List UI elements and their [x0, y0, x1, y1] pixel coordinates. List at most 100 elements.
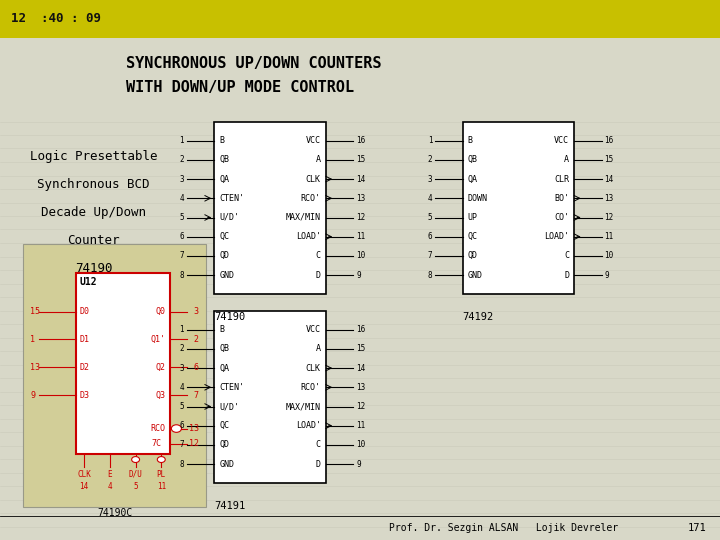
Text: RCO': RCO' — [301, 194, 321, 203]
Text: CLK: CLK — [77, 470, 91, 479]
Text: 74191: 74191 — [215, 501, 246, 511]
Text: 3: 3 — [179, 363, 184, 373]
Text: QD: QD — [220, 252, 229, 260]
Text: MAX/MIN: MAX/MIN — [286, 402, 321, 411]
Text: 11: 11 — [605, 232, 613, 241]
Text: U/D': U/D' — [220, 213, 239, 222]
Text: 4: 4 — [179, 383, 184, 392]
Text: D: D — [564, 271, 569, 280]
Text: 10: 10 — [605, 252, 613, 260]
Text: VCC: VCC — [554, 136, 569, 145]
Text: QB: QB — [220, 156, 229, 164]
Text: 11: 11 — [356, 232, 365, 241]
Text: DOWN: DOWN — [468, 194, 487, 203]
Circle shape — [132, 457, 140, 462]
Text: QB: QB — [468, 156, 477, 164]
Text: 5: 5 — [179, 213, 184, 222]
Bar — [23, 244, 206, 507]
Text: 3: 3 — [194, 307, 199, 316]
Text: Synchronous BCD: Synchronous BCD — [37, 178, 150, 191]
Text: 6: 6 — [194, 363, 199, 372]
Circle shape — [171, 425, 181, 433]
Text: 2: 2 — [428, 156, 432, 164]
Bar — [215, 122, 325, 294]
Text: 4: 4 — [428, 194, 432, 203]
Text: D3: D3 — [80, 390, 90, 400]
Text: 7: 7 — [179, 441, 184, 449]
Text: 15: 15 — [356, 156, 365, 164]
Text: 8: 8 — [179, 460, 184, 469]
Text: QA: QA — [220, 363, 229, 373]
Text: 7C: 7C — [152, 440, 162, 448]
Text: D: D — [316, 271, 321, 280]
Text: 74190: 74190 — [215, 312, 246, 322]
Text: D: D — [316, 460, 321, 469]
Text: Q1': Q1' — [150, 335, 166, 344]
Text: 10: 10 — [356, 441, 365, 449]
Text: Q0: Q0 — [156, 307, 166, 316]
Text: U12: U12 — [79, 277, 96, 287]
Bar — [462, 122, 575, 294]
Text: 2: 2 — [179, 156, 184, 164]
Text: 16: 16 — [356, 136, 365, 145]
Text: 7: 7 — [179, 252, 184, 260]
Text: 5: 5 — [133, 482, 138, 491]
Text: SYNCHRONOUS UP/DOWN COUNTERS: SYNCHRONOUS UP/DOWN COUNTERS — [126, 56, 382, 71]
Text: LOAD': LOAD' — [544, 232, 569, 241]
Text: QD: QD — [220, 441, 229, 449]
Text: 74192: 74192 — [462, 312, 494, 322]
Text: 9: 9 — [30, 390, 35, 400]
Text: 8: 8 — [179, 271, 184, 280]
Text: CLK: CLK — [306, 174, 321, 184]
Text: 1: 1 — [428, 136, 432, 145]
Text: QA: QA — [220, 174, 229, 184]
Text: 3: 3 — [179, 174, 184, 184]
Text: U/D': U/D' — [220, 402, 239, 411]
Text: MAX/MIN: MAX/MIN — [286, 213, 321, 222]
Text: 14: 14 — [356, 174, 365, 184]
Text: 13: 13 — [30, 363, 40, 372]
Text: CLR: CLR — [554, 174, 569, 184]
Text: 15: 15 — [356, 345, 365, 353]
Text: 11: 11 — [157, 482, 166, 491]
Text: D1: D1 — [80, 335, 90, 344]
Text: 5: 5 — [179, 402, 184, 411]
Text: QB: QB — [220, 345, 229, 353]
Text: D2: D2 — [80, 363, 90, 372]
Text: 9: 9 — [356, 460, 361, 469]
Text: D0: D0 — [80, 307, 90, 316]
Text: 2: 2 — [194, 335, 199, 344]
Text: 13: 13 — [605, 194, 613, 203]
Text: Counter: Counter — [68, 234, 120, 247]
Text: WITH DOWN/UP MODE CONTROL: WITH DOWN/UP MODE CONTROL — [126, 80, 354, 95]
Text: VCC: VCC — [306, 136, 321, 145]
Text: B: B — [220, 325, 224, 334]
Text: 13: 13 — [356, 383, 365, 392]
Text: 74190: 74190 — [75, 262, 112, 275]
Text: 16: 16 — [356, 325, 365, 334]
Text: 6: 6 — [428, 232, 432, 241]
Text: A: A — [316, 156, 321, 164]
Text: 2: 2 — [179, 345, 184, 353]
Text: 13: 13 — [356, 194, 365, 203]
Text: E: E — [107, 470, 112, 479]
Text: C: C — [316, 252, 321, 260]
Text: 9: 9 — [605, 271, 609, 280]
Text: BO': BO' — [554, 194, 569, 203]
Text: 171: 171 — [688, 523, 706, 533]
Text: RCO: RCO — [150, 424, 166, 433]
Text: D/U: D/U — [129, 470, 143, 479]
Text: C: C — [316, 441, 321, 449]
Text: 1: 1 — [179, 325, 184, 334]
Text: 74190C: 74190C — [97, 508, 132, 518]
Text: 7: 7 — [194, 390, 199, 400]
Text: 4: 4 — [179, 194, 184, 203]
Text: 16: 16 — [605, 136, 613, 145]
Text: 6: 6 — [179, 232, 184, 241]
Text: B: B — [468, 136, 472, 145]
Text: PL: PL — [157, 470, 166, 479]
Text: CO': CO' — [554, 213, 569, 222]
Text: QC: QC — [220, 232, 229, 241]
Text: 1: 1 — [179, 136, 184, 145]
Text: LOAD': LOAD' — [296, 232, 321, 241]
